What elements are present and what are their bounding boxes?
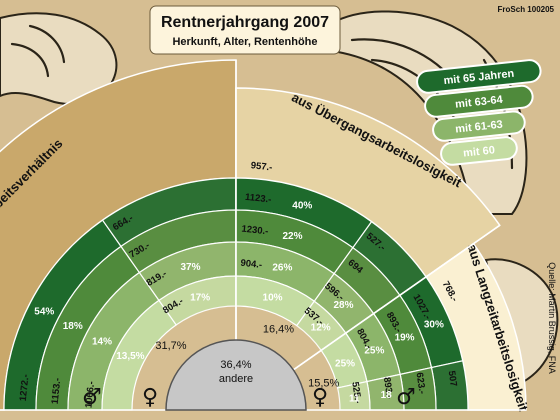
left-hand-finger-2: [10, 42, 50, 78]
female-ring-label: 12%: [311, 322, 331, 333]
legend-label: mit 60: [463, 144, 496, 159]
ring-percent-label: 14%: [92, 336, 112, 347]
other-share: 36,4%: [220, 359, 251, 371]
chart-title: Rentnerjahrgang 2007: [161, 14, 329, 31]
ring-percent-label: 22%: [282, 231, 302, 242]
amount-female-label: 525.-: [349, 381, 363, 404]
legend-item: [432, 110, 526, 142]
female-ring-label: 17%: [190, 293, 210, 304]
other-hub: [165, 339, 307, 411]
amount-male-label: 1153.-: [50, 377, 64, 404]
female-ring-label: 11: [349, 393, 360, 404]
amount-male-label: 1272.-: [18, 374, 32, 402]
sector-share: 16,4%: [263, 323, 294, 335]
right-hand: [328, 10, 528, 215]
amount-female-label: 893.-: [381, 376, 395, 399]
ring-percent-label: 18%: [63, 321, 83, 332]
amount-male-label: 1230.-: [241, 224, 269, 238]
ring-percent-label: 54%: [34, 306, 54, 317]
legend-item: [440, 136, 518, 166]
gender-symbol: ♂: [82, 385, 102, 410]
ring-percent-label: 25%: [364, 345, 384, 356]
ring-segment-female: [336, 380, 371, 411]
source-note: Quelle: Martin Brussig, FNA: [547, 262, 557, 374]
legend-label: mit 63-64: [455, 94, 505, 111]
ring-percent-label: 19%: [395, 332, 415, 343]
artist-credit: FroSch 100205: [498, 5, 555, 14]
other-label: andere: [219, 373, 253, 385]
female-ring-label: 37%: [180, 262, 200, 273]
title-block: Rentnerjahrgang 2007 Herkunft, Alter, Re…: [149, 5, 341, 55]
amount-male-label: 1123.-: [244, 192, 271, 206]
ring-percent-label: 26%: [272, 262, 292, 273]
legend-item: [424, 84, 534, 118]
ring-percent-label: 40%: [292, 200, 312, 211]
gender-symbol: ♀: [142, 385, 158, 410]
sector-share: 31,7%: [155, 340, 186, 352]
amount-male-label: 904.-: [240, 258, 263, 271]
ring-segment-female: [158, 275, 237, 326]
legend-item: [416, 59, 542, 94]
chart-subtitle: Herkunft, Alter, Rentenhöhe: [172, 36, 317, 48]
amount-male-label: 957.-: [250, 160, 273, 173]
ring-segment-female: [295, 300, 347, 352]
female-ring-label: 28%: [333, 300, 353, 311]
sector-share: 15,5%: [308, 377, 339, 389]
amount-female-label: 507: [446, 370, 459, 387]
gender-symbol: ♂: [396, 385, 416, 410]
ring-percent-label: 10%: [263, 293, 283, 304]
left-hand-finger-1: [28, 24, 66, 64]
gender-symbol: ♀: [312, 385, 328, 410]
ring-percent-label: 30%: [424, 319, 444, 330]
amount-female-label: 623.-: [414, 372, 428, 395]
female-ring-label: 18: [381, 390, 393, 401]
legend-label: mit 61-63: [455, 119, 504, 136]
sector-divider: [292, 243, 475, 371]
title-box: [149, 5, 341, 55]
ring-percent-label: 25%: [335, 358, 355, 369]
ring-percent-label: 13,5%: [116, 351, 144, 362]
amount-male-label: 1066.-: [83, 381, 97, 409]
